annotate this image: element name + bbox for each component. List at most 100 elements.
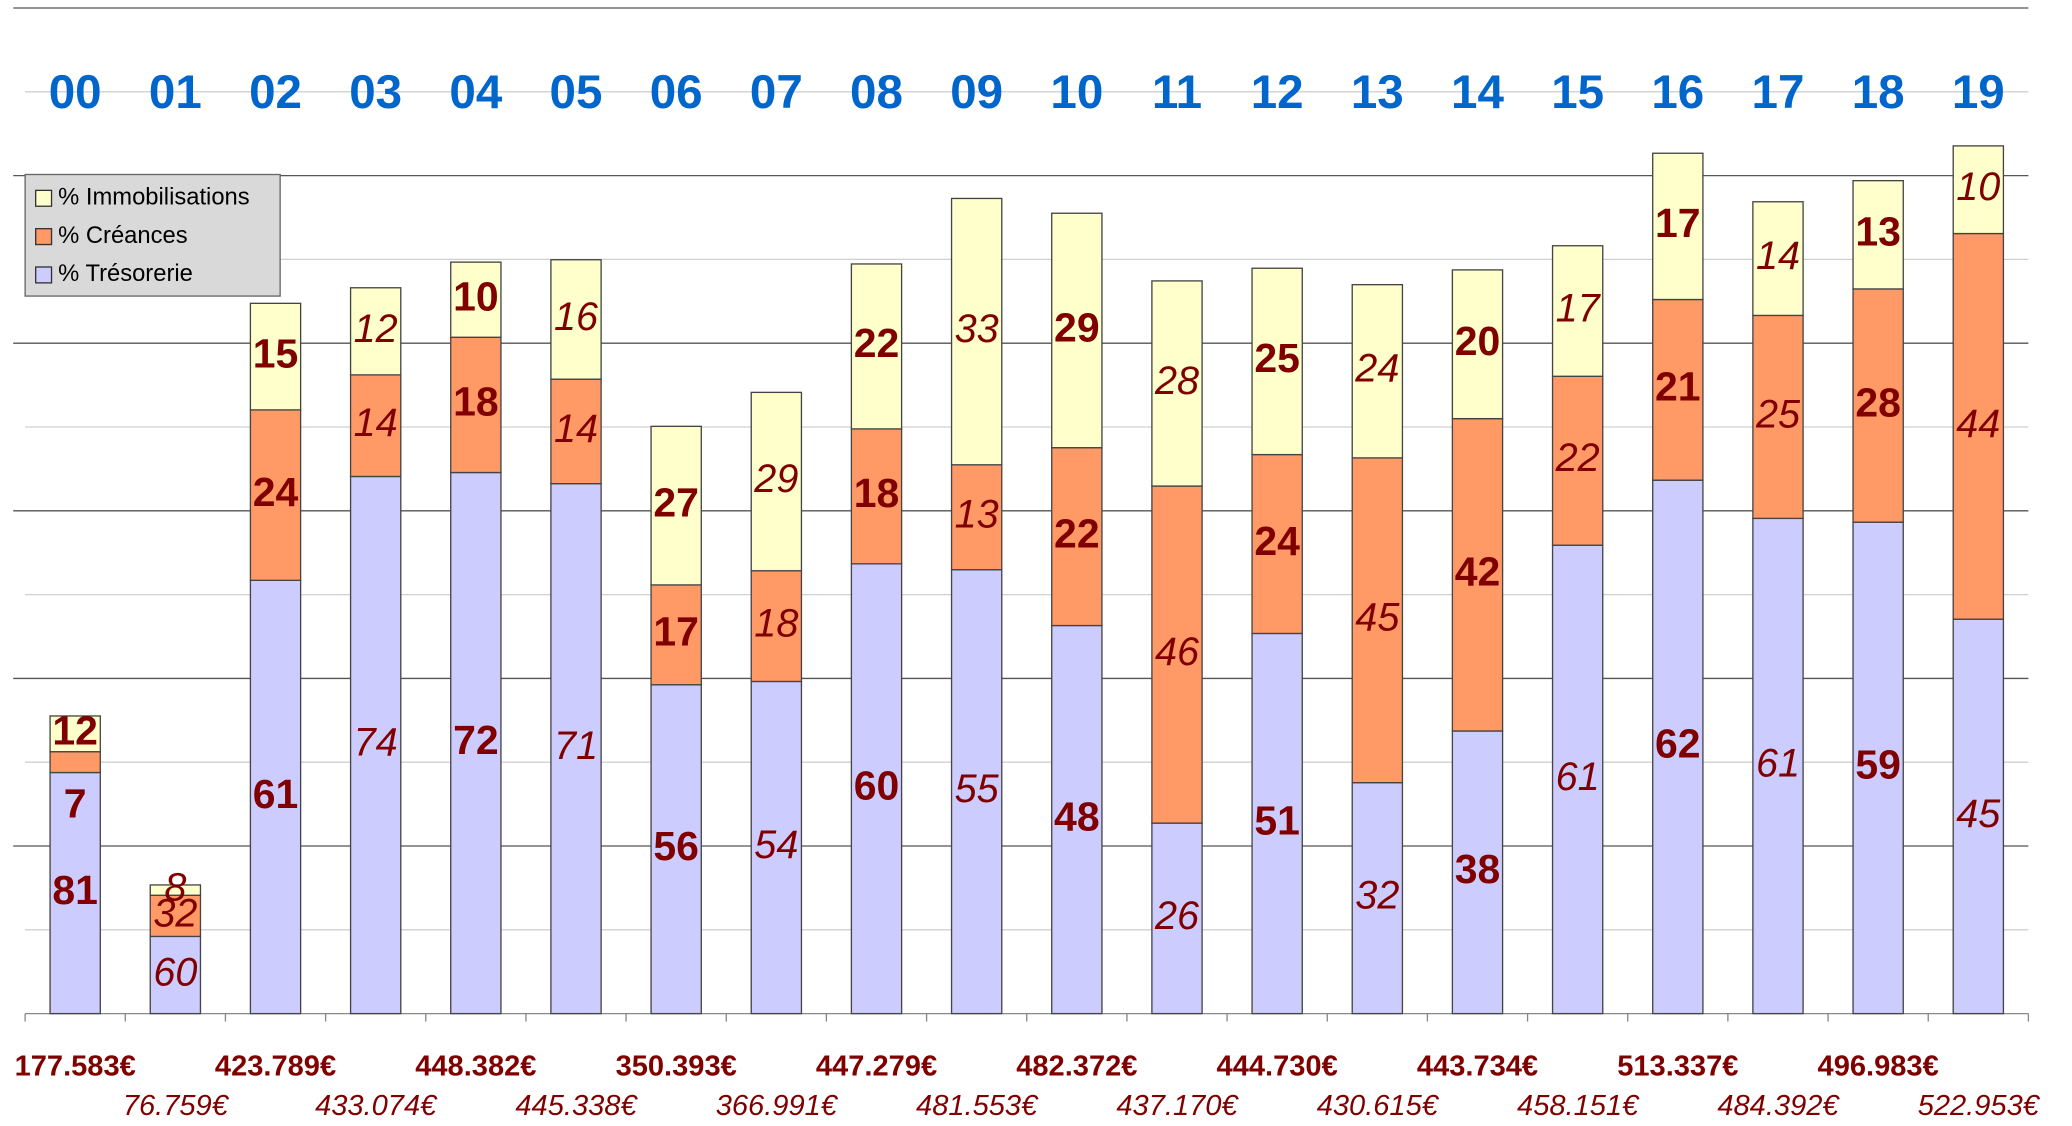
bar-segment: [550, 483, 602, 1015]
total-label: 366.991€: [716, 1090, 839, 1122]
year-label: 13: [1351, 66, 1404, 119]
data-label: 16: [554, 295, 599, 339]
data-label: 24: [1354, 347, 1399, 391]
data-label: 27: [653, 479, 699, 525]
data-label: 14: [354, 401, 398, 445]
data-label: 62: [1655, 721, 1701, 767]
data-label: 29: [1054, 304, 1100, 350]
bar-segment: [1551, 245, 1604, 377]
total-label: 444.730€: [1217, 1050, 1338, 1082]
data-label: 26: [1154, 894, 1200, 938]
bar-segment: [1652, 298, 1704, 481]
total-label: 350.393€: [616, 1050, 737, 1082]
year-label: 06: [650, 66, 703, 119]
total-label: 437.170€: [1116, 1090, 1239, 1122]
data-label: 29: [753, 457, 798, 501]
bar-segment: [1351, 781, 1404, 1015]
data-label: 28: [1154, 359, 1199, 403]
total-label: 445.338€: [515, 1090, 638, 1122]
bar-segment: [1051, 212, 1103, 449]
year-label: 04: [449, 66, 502, 119]
data-label: 48: [1054, 793, 1100, 839]
year-label: 12: [1251, 66, 1304, 119]
bar-segment: [950, 197, 1003, 466]
bar-segment: [1852, 521, 1904, 1015]
data-label: 22: [1054, 510, 1100, 556]
data-label: 13: [955, 493, 999, 537]
data-label: 46: [1155, 630, 1200, 674]
data-label: 8: [164, 866, 186, 910]
bar-segment: [249, 579, 302, 1015]
bar-segment: [1151, 822, 1203, 1015]
total-label: 482.372€: [1016, 1050, 1137, 1082]
legend-box: [24, 173, 281, 297]
total-label: 481.553€: [916, 1090, 1039, 1122]
data-label: 22: [854, 320, 900, 366]
data-label: 42: [1455, 549, 1501, 595]
data-label: 20: [1455, 318, 1501, 364]
bar-segment: [1451, 269, 1504, 420]
total-label: 458.151€: [1517, 1090, 1640, 1122]
bar-segment: [349, 287, 402, 376]
data-label: 54: [754, 823, 798, 867]
year-label: 14: [1451, 66, 1504, 119]
legend-label: % Immobilisations: [58, 184, 250, 211]
total-label: 484.392€: [1717, 1090, 1840, 1122]
year-label: 05: [550, 66, 603, 119]
data-label: 60: [153, 950, 197, 994]
bar-segment: [149, 894, 202, 938]
data-label: 59: [1855, 742, 1901, 788]
total-label: 447.279€: [816, 1050, 937, 1082]
year-label: 18: [1852, 66, 1905, 119]
total-label: 496.983€: [1818, 1050, 1939, 1082]
bar-segment: [1551, 544, 1604, 1015]
year-label: 00: [49, 66, 102, 119]
bar-segment: [1952, 232, 2005, 620]
year-label: 09: [950, 66, 1003, 119]
data-label: 22: [1555, 436, 1600, 480]
bar-segment: [1051, 624, 1103, 1015]
data-label: 14: [1756, 234, 1800, 278]
data-label: 14: [554, 407, 598, 451]
bar-segment: [349, 374, 402, 478]
data-label: 60: [854, 763, 900, 809]
bar-segment: [1551, 375, 1604, 546]
bar-segment: [1752, 314, 1804, 520]
total-label: 430.615€: [1317, 1090, 1440, 1122]
total-label: 423.789€: [215, 1050, 336, 1082]
bar-segment: [450, 261, 502, 338]
total-label: 433.074€: [315, 1090, 438, 1122]
total-label: 177.583€: [15, 1050, 136, 1082]
bar-segment: [550, 259, 602, 380]
total-label: 448.382€: [415, 1050, 536, 1082]
bar-segment: [1652, 479, 1704, 1015]
legend-label: % Créances: [58, 222, 188, 249]
data-label: 61: [1756, 741, 1800, 785]
data-label: 21: [1655, 364, 1701, 410]
bar-segment: [650, 584, 702, 686]
year-label: 10: [1050, 66, 1103, 119]
year-label: 02: [249, 66, 302, 119]
year-label: 08: [850, 66, 903, 119]
data-label: 10: [1956, 165, 2000, 209]
data-label: 24: [1254, 518, 1300, 564]
bar-segment: [1752, 517, 1804, 1015]
data-label: 12: [354, 307, 398, 351]
bar-segment: [1451, 417, 1504, 732]
data-label: 10: [453, 274, 499, 320]
bar-segment: [149, 935, 202, 1015]
data-label: 24: [253, 469, 299, 515]
data-label: 61: [1556, 755, 1600, 799]
year-label: 17: [1752, 66, 1805, 119]
bar-segment: [650, 425, 702, 586]
data-label: 74: [354, 721, 398, 765]
legend-label: % Trésorerie: [58, 260, 193, 287]
bar-segment: [1251, 453, 1303, 635]
data-label: 28: [1855, 379, 1901, 425]
year-label: 11: [1152, 66, 1202, 119]
data-label: 33: [955, 307, 999, 351]
bar-segment: [1451, 730, 1504, 1015]
bar-segment: [950, 569, 1003, 1015]
bar-segment: [1351, 457, 1404, 784]
